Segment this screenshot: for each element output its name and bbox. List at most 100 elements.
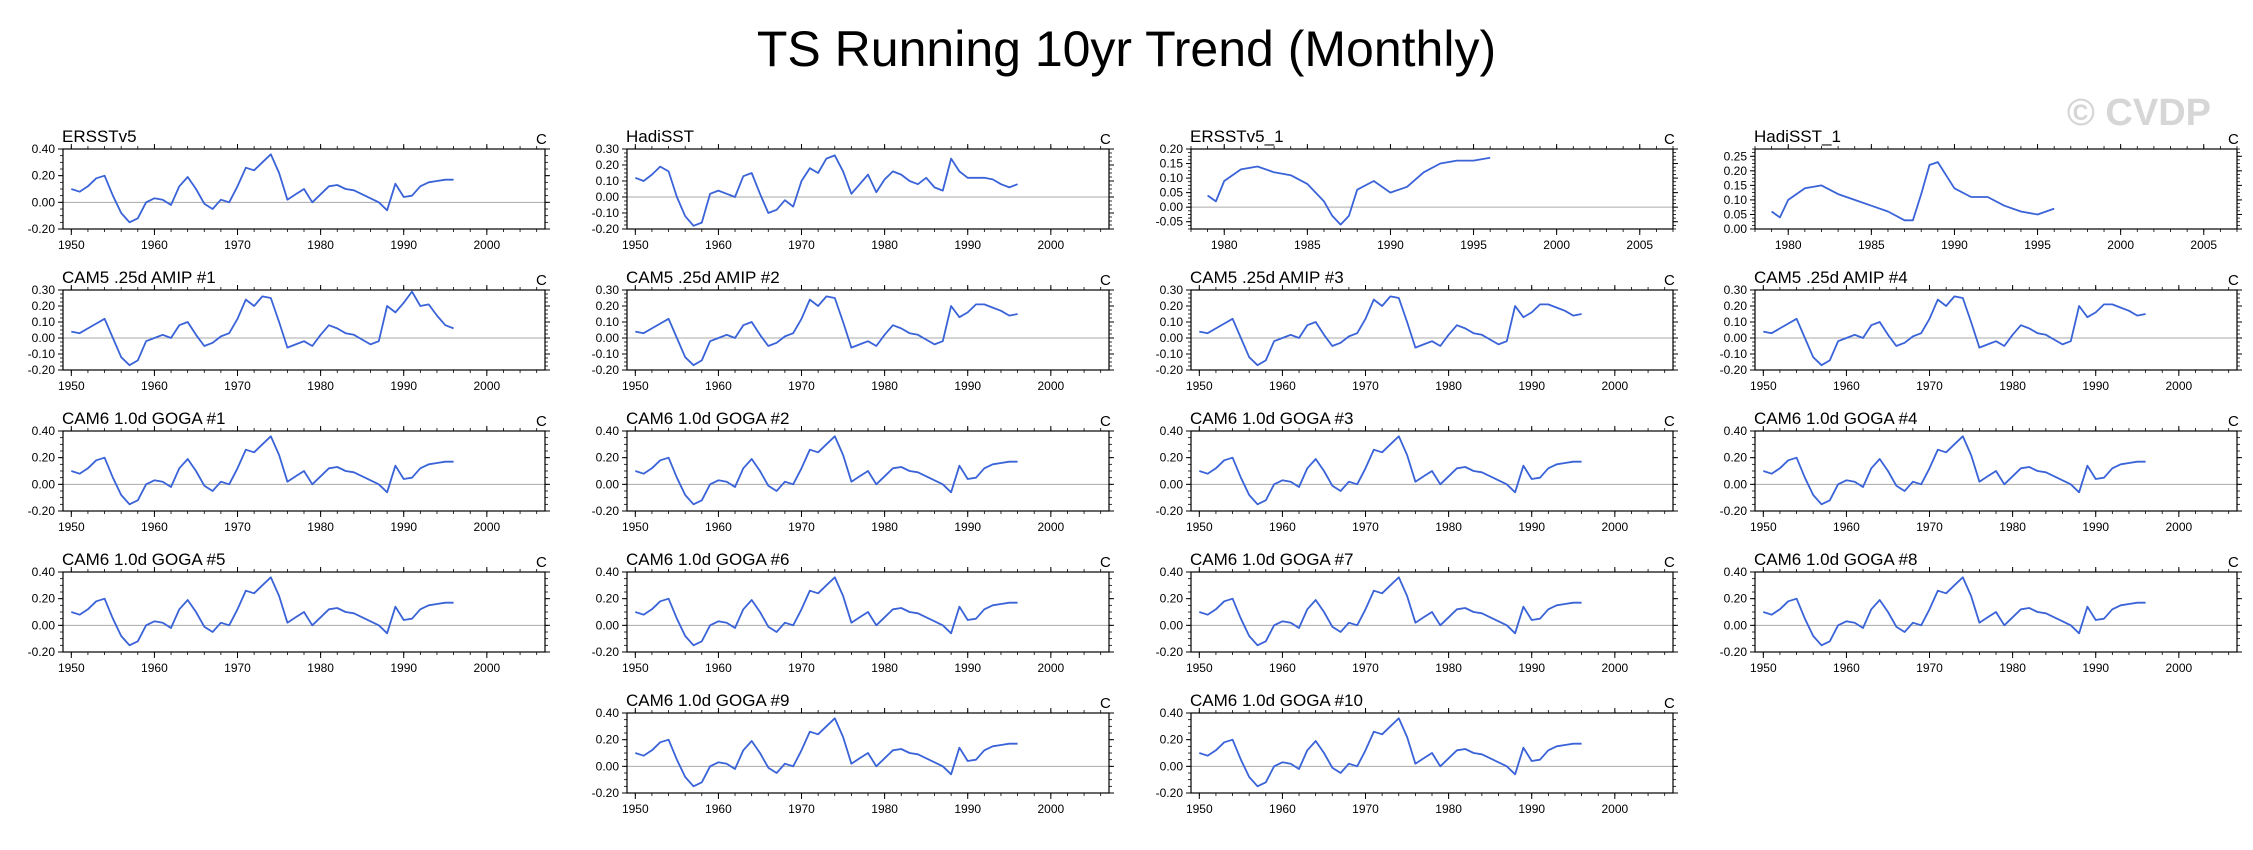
chart-panel: HadiSST_1 C 0.250.200.150.100.050.00 1980 19… xyxy=(1724,127,2242,252)
x-tick-label: 1960 xyxy=(705,802,732,816)
y-tick-label: 0.00 xyxy=(32,477,56,491)
x-tick-label: 1985 xyxy=(1858,238,1885,252)
series-line xyxy=(1763,576,2146,647)
y-tick-label: 0.40 xyxy=(1160,706,1184,720)
chart-panel: CAM5 .25d AMIP #3 C 0.30 0.20 0.10 0.00 -0.10 -… xyxy=(1156,268,1678,393)
x-tick-label: 1950 xyxy=(1186,802,1213,816)
x-tick-label: 1970 xyxy=(1352,379,1379,393)
x-tick-label: 1960 xyxy=(1833,379,1860,393)
y-tick-label: 0.20 xyxy=(32,592,56,606)
y-tick-label: -0.10 xyxy=(592,347,620,361)
y-tick-label: -0.10 xyxy=(1720,347,1748,361)
y-tick-label: 0.00 xyxy=(32,331,56,345)
chart-panel: ERSSTv5_1 C 0.200.150.100.050.00-0.05 1980 1… xyxy=(1156,127,1678,252)
y-tick-label: 0.20 xyxy=(1160,299,1184,313)
y-tick-label: 0.30 xyxy=(1160,283,1184,297)
y-tick-label: -0.20 xyxy=(28,504,56,518)
panel-title: ERSSTv5 xyxy=(62,127,137,146)
y-tick-label: -0.20 xyxy=(28,222,56,236)
x-tick-label: 2000 xyxy=(2165,379,2192,393)
y-tick-label: 0.20 xyxy=(596,158,620,172)
y-tick-label: 0.40 xyxy=(596,706,620,720)
x-tick-label: 2000 xyxy=(473,520,500,534)
x-tick-label: 1950 xyxy=(58,520,85,534)
series-line xyxy=(635,295,1018,367)
y-tick-label: -0.20 xyxy=(592,786,620,800)
y-tick-label: 0.15 xyxy=(1724,178,1748,192)
x-tick-label: 1980 xyxy=(871,802,898,816)
x-tick-label: 2000 xyxy=(1601,379,1628,393)
y-tick-label: -0.20 xyxy=(28,363,56,377)
x-tick-label: 1995 xyxy=(2024,238,2051,252)
series-line xyxy=(1771,161,2055,222)
units-label: C xyxy=(1100,413,1111,430)
y-tick-label: 0.00 xyxy=(32,195,56,209)
x-tick-label: 1980 xyxy=(1999,520,2026,534)
series-line xyxy=(634,154,1018,227)
units-label: C xyxy=(536,131,547,148)
plot-frame xyxy=(1754,289,2238,371)
units-label: C xyxy=(1100,272,1111,289)
x-tick-label: 1970 xyxy=(1352,661,1379,675)
x-tick-label: 1980 xyxy=(1775,238,1802,252)
x-tick-label: 1980 xyxy=(871,661,898,675)
y-tick-label: -0.20 xyxy=(592,645,620,659)
y-tick-label: -0.20 xyxy=(592,222,620,236)
y-tick-label: -0.20 xyxy=(1720,645,1748,659)
x-tick-label: 1990 xyxy=(954,379,981,393)
y-tick-label: 0.10 xyxy=(1160,315,1184,329)
units-label: C xyxy=(1100,554,1111,571)
x-tick-label: 1990 xyxy=(2082,520,2109,534)
y-tick-label: -0.10 xyxy=(1156,347,1184,361)
y-tick-label: 0.20 xyxy=(32,451,56,465)
units-label: C xyxy=(1100,695,1111,712)
x-tick-label: 1960 xyxy=(1833,520,1860,534)
chart-panel: CAM5 .25d AMIP #4 C 0.30 0.20 0.10 0.00 -0.10 -… xyxy=(1720,268,2242,393)
x-tick-label: 1990 xyxy=(1518,520,1545,534)
units-label: C xyxy=(536,272,547,289)
panel-title: CAM6 1.0d GOGA #5 xyxy=(62,550,225,569)
x-tick-label: 1970 xyxy=(1916,520,1943,534)
x-tick-label: 1950 xyxy=(1750,661,1777,675)
x-tick-label: 2000 xyxy=(2165,661,2192,675)
y-tick-label: 0.00 xyxy=(1160,331,1184,345)
x-tick-label: 1960 xyxy=(705,238,732,252)
x-tick-label: 1960 xyxy=(705,520,732,534)
x-tick-label: 2000 xyxy=(1037,802,1064,816)
x-tick-label: 1990 xyxy=(390,661,417,675)
y-tick-label: 0.20 xyxy=(596,299,620,313)
y-tick-label: 0.00 xyxy=(1724,477,1748,491)
x-tick-label: 1950 xyxy=(1186,661,1213,675)
y-tick-label: 0.40 xyxy=(596,565,620,579)
panel-title: HadiSST_1 xyxy=(1754,127,1841,146)
x-tick-label: 1960 xyxy=(1269,379,1296,393)
x-tick-label: 1980 xyxy=(1435,661,1462,675)
panel-title: CAM5 .25d AMIP #3 xyxy=(1190,268,1344,287)
chart-panel: CAM5 .25d AMIP #2 C 0.30 0.20 0.10 0.00 -0.10 -… xyxy=(592,268,1114,393)
y-tick-label: 0.10 xyxy=(1160,171,1184,185)
x-tick-label: 1985 xyxy=(1294,238,1321,252)
panel-title: ERSSTv5_1 xyxy=(1190,127,1284,146)
series-line xyxy=(71,290,454,367)
x-tick-label: 1970 xyxy=(788,379,815,393)
series-line xyxy=(1199,576,1582,647)
y-tick-label: 0.10 xyxy=(596,315,620,329)
panel-title: CAM6 1.0d GOGA #7 xyxy=(1190,550,1353,569)
x-tick-label: 1970 xyxy=(1352,520,1379,534)
x-tick-label: 1980 xyxy=(1435,520,1462,534)
x-tick-label: 1990 xyxy=(1518,379,1545,393)
panel-title: CAM6 1.0d GOGA #1 xyxy=(62,409,225,428)
y-tick-label: 0.20 xyxy=(596,451,620,465)
x-tick-label: 1970 xyxy=(224,520,251,534)
x-tick-label: 1990 xyxy=(390,379,417,393)
y-tick-label: 0.00 xyxy=(596,190,620,204)
y-tick-label: -0.10 xyxy=(592,206,620,220)
y-tick-label: 0.20 xyxy=(1160,733,1184,747)
y-tick-label: 0.00 xyxy=(1160,200,1184,214)
y-tick-label: 0.00 xyxy=(596,618,620,632)
x-tick-label: 1970 xyxy=(224,661,251,675)
panel-title: HadiSST xyxy=(626,127,694,146)
